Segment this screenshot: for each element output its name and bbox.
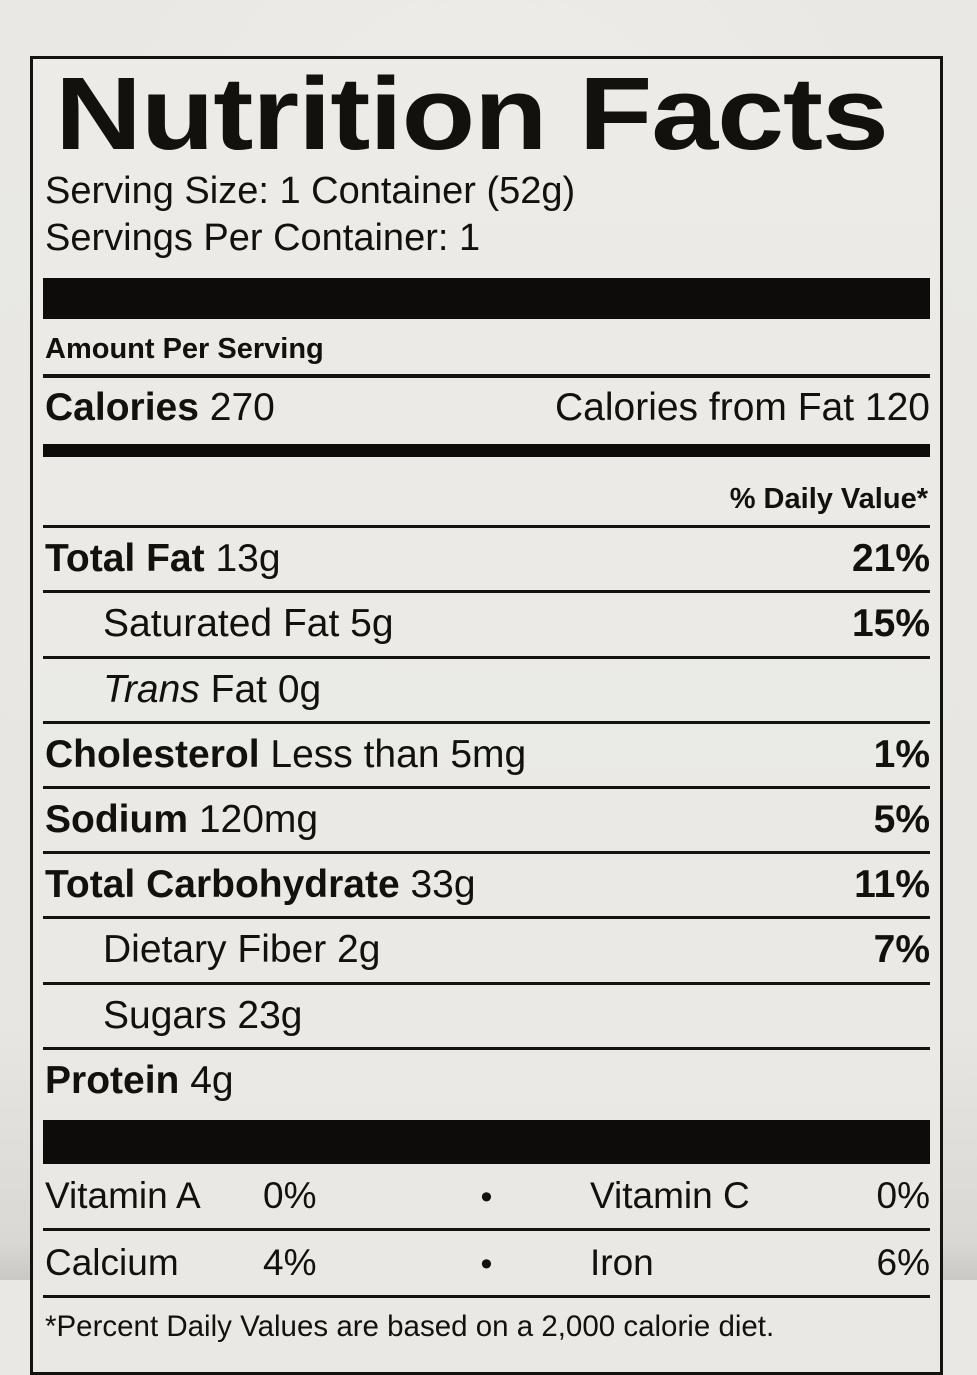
nutrient-amount: 120mg xyxy=(188,797,319,841)
nutrient-row-sugars: Sugars 23g xyxy=(43,985,930,1047)
nutrient-name: Sodium xyxy=(45,797,188,841)
vitamin-a-label: Vitamin A xyxy=(45,1175,201,1217)
rule xyxy=(43,981,930,985)
vitamin-a-value: 0% xyxy=(263,1175,317,1217)
daily-value-footnote: *Percent Daily Values are based on a 2,0… xyxy=(45,1310,775,1344)
nutrient-amount: 4g xyxy=(179,1058,234,1102)
rule xyxy=(43,655,930,659)
calories-from-fat-number: 120 xyxy=(864,386,930,430)
nutrient-amount: 33g xyxy=(399,863,476,907)
nutrient-row-total-fat: Total Fat 13g 21% xyxy=(43,528,930,590)
label-title: Nutrition Facts xyxy=(55,56,889,171)
micronutrient-row-minerals: Calcium 4% • Iron 6% xyxy=(43,1231,930,1295)
iron-label: Iron xyxy=(590,1242,654,1284)
calories-row: Calories 270 Calories from Fat 120 xyxy=(43,378,930,444)
nutrient-name: Protein xyxy=(45,1058,180,1102)
nutrient-row-sodium: Sodium 120mg 5% xyxy=(43,789,930,851)
nutrient-dv: 5% xyxy=(873,797,930,841)
space xyxy=(854,386,865,429)
calcium-value: 4% xyxy=(263,1242,317,1284)
nutrient-dv: 15% xyxy=(851,602,930,646)
amount-per-serving-heading: Amount Per Serving xyxy=(45,333,324,366)
nutrient-name: Dietary Fiber 2g xyxy=(103,928,381,972)
nutrient-name: Cholesterol xyxy=(45,732,260,776)
separator-bar-bottom xyxy=(43,1120,930,1165)
calories-from-fat-label: Calories from Fat xyxy=(555,386,855,430)
rule xyxy=(43,785,930,789)
servings-per-container-line: Servings Per Container: 1 xyxy=(45,217,481,260)
micronutrient-row-vitamins: Vitamin A 0% • Vitamin C 0% xyxy=(43,1164,930,1228)
nutrient-row-dietary-fiber: Dietary Fiber 2g 7% xyxy=(43,919,930,981)
daily-value-header: % Daily Value* xyxy=(729,483,928,516)
nutrient-amount: Less than 5mg xyxy=(259,732,527,776)
calories-number: 270 xyxy=(209,386,275,430)
nutrient-row-trans-fat: Trans Fat 0g xyxy=(43,659,930,721)
nutrient-row-protein: Protein 4g xyxy=(43,1050,930,1112)
rule xyxy=(43,525,930,529)
rule xyxy=(43,374,930,379)
vitamin-c-label: Vitamin C xyxy=(590,1175,750,1217)
nutrient-dv: 11% xyxy=(854,863,930,907)
rule xyxy=(43,1046,930,1050)
nutrient-name: Fat 0g xyxy=(199,667,322,711)
vitamin-c-value: 0% xyxy=(876,1175,930,1217)
calories-value xyxy=(199,386,210,429)
calories-from-fat-cell: Calories from Fat 120 xyxy=(555,386,930,430)
nutrient-name: Sugars 23g xyxy=(103,993,303,1037)
nutrient-dv: 21% xyxy=(851,537,930,581)
separator-bar-calories xyxy=(43,444,930,458)
bullet-separator: • xyxy=(480,1178,493,1217)
bullet-separator: • xyxy=(480,1245,493,1284)
nutrient-dv: 1% xyxy=(873,732,930,776)
rule xyxy=(43,720,930,724)
nutrient-row-cholesterol: Cholesterol Less than 5mg 1% xyxy=(43,724,930,786)
nutrient-name: Total Fat xyxy=(45,537,205,581)
separator-bar-top xyxy=(43,278,930,320)
rule xyxy=(43,590,930,594)
nutrient-dv: 7% xyxy=(873,928,930,972)
nutrient-amount: 13g xyxy=(204,537,281,581)
nutrient-row-total-carbohydrate: Total Carbohydrate 33g 11% xyxy=(43,854,930,916)
nutrient-name-italic: Trans xyxy=(103,667,200,711)
nutrient-row-saturated-fat: Saturated Fat 5g 15% xyxy=(43,593,930,655)
iron-value: 6% xyxy=(876,1242,930,1284)
calories-label: Calories xyxy=(45,386,199,430)
rule xyxy=(43,916,930,920)
nutrient-name: Total Carbohydrate xyxy=(45,863,400,907)
rule xyxy=(43,1228,930,1232)
rule xyxy=(43,851,930,855)
nutrition-facts-label: Nutrition Facts Serving Size: 1 Containe… xyxy=(30,56,943,1375)
serving-size-line: Serving Size: 1 Container (52g) xyxy=(45,169,576,212)
calcium-label: Calcium xyxy=(45,1242,179,1284)
nutrient-name: Saturated Fat 5g xyxy=(103,602,394,646)
calories-cell: Calories 270 xyxy=(45,386,275,430)
